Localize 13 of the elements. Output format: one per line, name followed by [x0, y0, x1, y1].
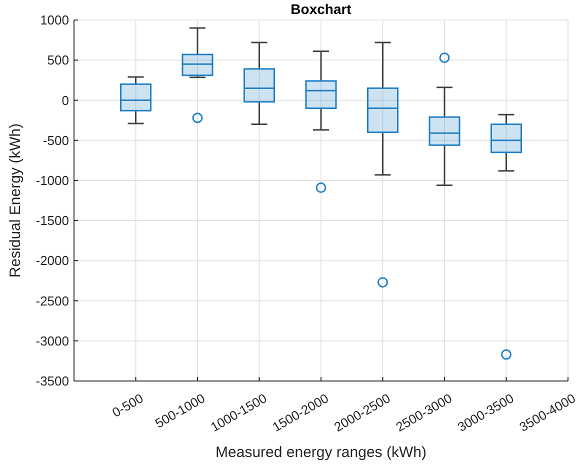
y-tick-label: -500	[42, 132, 69, 148]
x-axis-title: Measured energy ranges (kWh)	[216, 444, 426, 461]
y-tick-label: 1000	[40, 12, 69, 28]
chart-title: Boxchart	[290, 1, 352, 17]
y-tick-label: -3000	[36, 333, 69, 348]
y-tick-label: -2500	[36, 293, 69, 308]
y-tick-label: -2000	[36, 253, 69, 268]
y-tick-label: 500	[47, 52, 69, 68]
y-tick-label: 0	[62, 92, 69, 108]
y-axis-title: Residual Energy (kWh)	[7, 123, 24, 278]
y-tick-label: -1000	[36, 172, 69, 188]
y-tick-label: -1500	[36, 213, 69, 228]
y-tick-label: -3500	[36, 374, 69, 389]
